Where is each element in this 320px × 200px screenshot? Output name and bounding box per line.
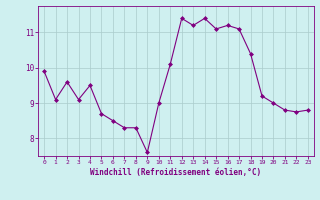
- X-axis label: Windchill (Refroidissement éolien,°C): Windchill (Refroidissement éolien,°C): [91, 168, 261, 177]
